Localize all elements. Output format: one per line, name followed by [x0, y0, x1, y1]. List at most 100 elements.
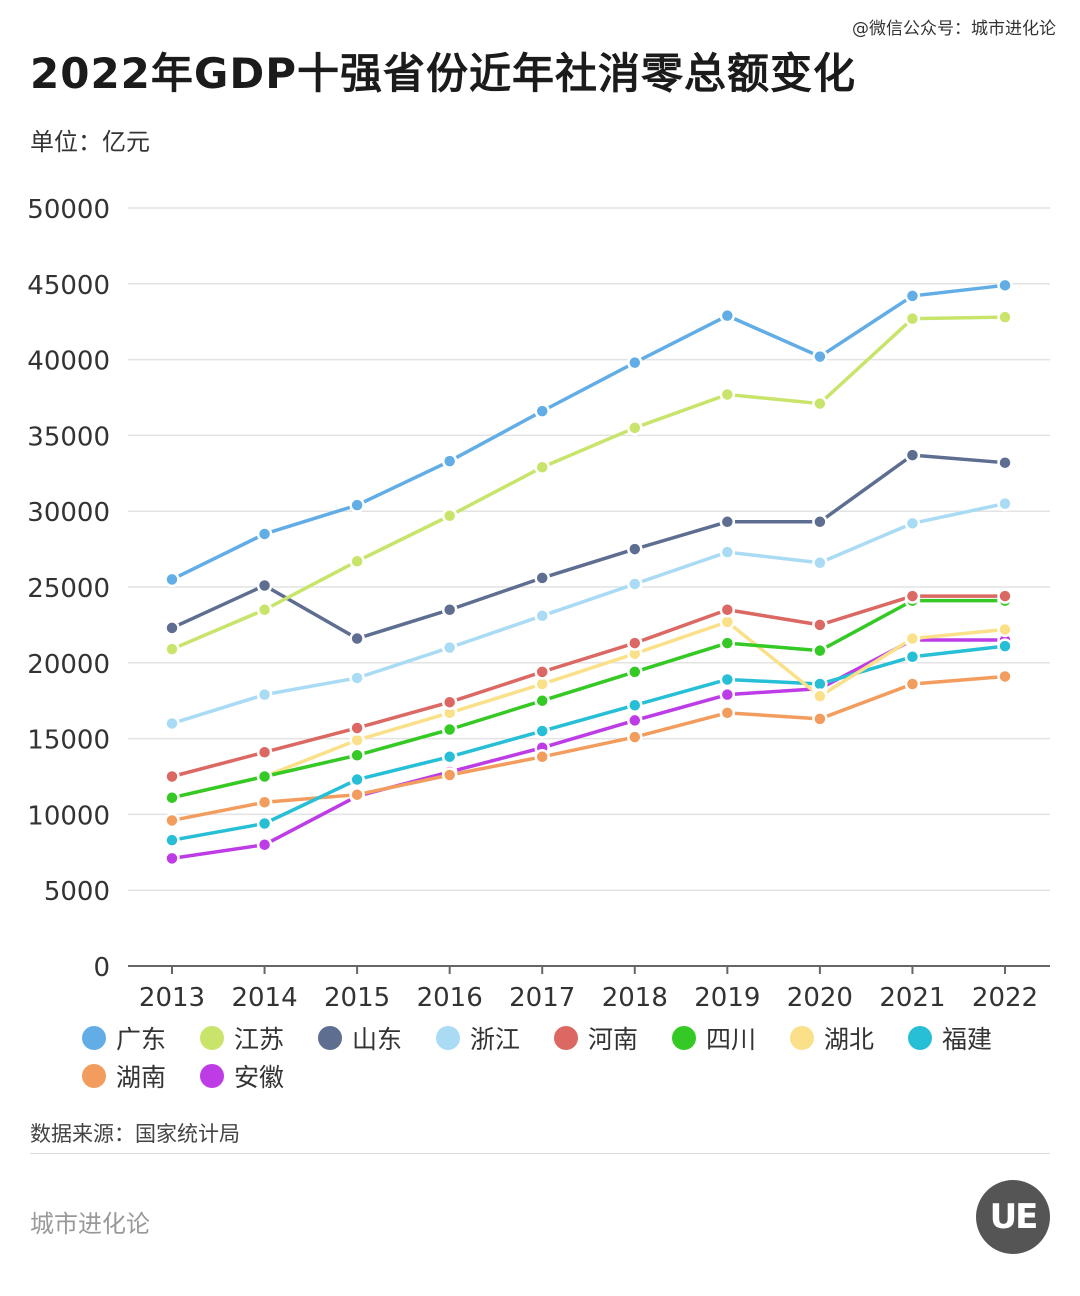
series-line	[171, 644, 1006, 842]
y-tick-label: 40000	[27, 347, 110, 377]
data-point	[997, 668, 1013, 685]
x-tick-label: 2013	[139, 983, 205, 1013]
data-point	[256, 686, 273, 703]
data-point	[904, 648, 921, 665]
data-point	[256, 836, 273, 853]
data-point	[534, 749, 550, 765]
data-point	[997, 309, 1013, 325]
data-point	[441, 507, 458, 524]
y-tick-label: 25000	[27, 574, 110, 604]
legend-item: 广东	[82, 1022, 200, 1054]
y-tick-label: 5000	[44, 877, 110, 907]
data-point	[534, 664, 550, 680]
data-point	[534, 570, 550, 586]
data-point	[627, 576, 643, 592]
data-point	[904, 447, 921, 463]
data-point	[719, 307, 736, 324]
data-point	[812, 617, 828, 633]
legend-label: 江苏	[234, 1025, 285, 1054]
y-tick-label: 35000	[27, 422, 110, 452]
data-point	[719, 671, 736, 688]
data-point	[997, 588, 1013, 604]
legend-item: 江苏	[200, 1022, 318, 1054]
data-point	[256, 601, 273, 618]
data-point	[627, 697, 643, 713]
data-point	[534, 723, 550, 739]
legend-label: 安徽	[234, 1063, 285, 1092]
data-point	[719, 514, 736, 530]
data-point	[719, 686, 736, 703]
data-point	[719, 601, 736, 618]
x-tick-label: 2016	[417, 983, 483, 1013]
unit-label: 单位：亿元	[30, 128, 150, 156]
data-point	[812, 711, 828, 727]
data-point	[441, 453, 458, 469]
legend-label: 浙江	[470, 1025, 521, 1054]
legend-marker	[790, 1026, 814, 1050]
data-point	[256, 815, 273, 832]
data-point	[904, 630, 921, 647]
data-point	[904, 588, 921, 604]
y-tick-label: 20000	[27, 650, 110, 680]
series-line	[171, 638, 1005, 861]
data-point	[256, 794, 273, 811]
data-point	[441, 694, 458, 710]
legend-label: 湖南	[116, 1063, 167, 1092]
legend-label: 湖北	[824, 1025, 875, 1054]
data-point	[441, 639, 458, 656]
data-point	[164, 832, 180, 848]
data-point	[164, 641, 180, 657]
data-point	[812, 514, 828, 530]
line-chart: 0 5000 10000 15000 20000 25000 30000 35000 40000…	[27, 195, 1050, 1013]
legend-item: 安徽	[200, 1060, 318, 1092]
data-point	[349, 771, 365, 788]
legend-marker	[82, 1064, 106, 1088]
data-point	[997, 277, 1013, 294]
data-point	[627, 664, 643, 680]
data-point	[349, 720, 365, 736]
legend-marker	[554, 1026, 578, 1050]
data-point	[904, 515, 921, 532]
data-point	[349, 630, 365, 647]
legend-item: 湖南	[82, 1060, 200, 1092]
data-point	[812, 395, 828, 412]
data-point	[349, 497, 365, 513]
data-point	[164, 715, 180, 732]
x-tick-label: 2021	[879, 983, 945, 1013]
legend-item: 福建	[908, 1022, 1026, 1054]
data-point	[164, 768, 180, 785]
data-point	[534, 459, 550, 475]
y-tick-label: 15000	[27, 726, 110, 756]
data-point	[534, 608, 550, 624]
data-point	[812, 554, 828, 571]
series-line	[171, 453, 1006, 641]
data-point	[719, 705, 736, 721]
y-tick-label: 50000	[27, 195, 110, 225]
data-point	[997, 638, 1013, 654]
data-point	[904, 676, 921, 692]
y-tick-label: 30000	[27, 498, 110, 528]
x-tick-label: 2022	[972, 983, 1038, 1013]
data-point	[719, 635, 736, 651]
data-point	[164, 789, 180, 806]
legend-item: 河南	[554, 1022, 672, 1054]
legend-item: 浙江	[436, 1022, 554, 1054]
data-point	[349, 786, 365, 803]
data-point	[534, 403, 550, 419]
legend-item: 山东	[318, 1022, 436, 1054]
legend-item: 湖北	[790, 1022, 908, 1054]
legend-marker	[672, 1026, 696, 1050]
legend-label: 河南	[588, 1025, 639, 1054]
data-point	[719, 386, 736, 403]
x-tick-label: 2018	[602, 983, 668, 1013]
x-tick-label: 2019	[694, 983, 760, 1013]
divider	[30, 1153, 1050, 1154]
data-point	[812, 348, 828, 365]
data-point	[164, 850, 180, 867]
data-point	[534, 692, 550, 709]
brand-name: 城市进化论	[30, 1210, 150, 1238]
x-tick-label: 2020	[787, 983, 853, 1013]
data-point	[349, 553, 365, 569]
legend-marker	[318, 1026, 342, 1050]
series-line	[171, 598, 1005, 800]
